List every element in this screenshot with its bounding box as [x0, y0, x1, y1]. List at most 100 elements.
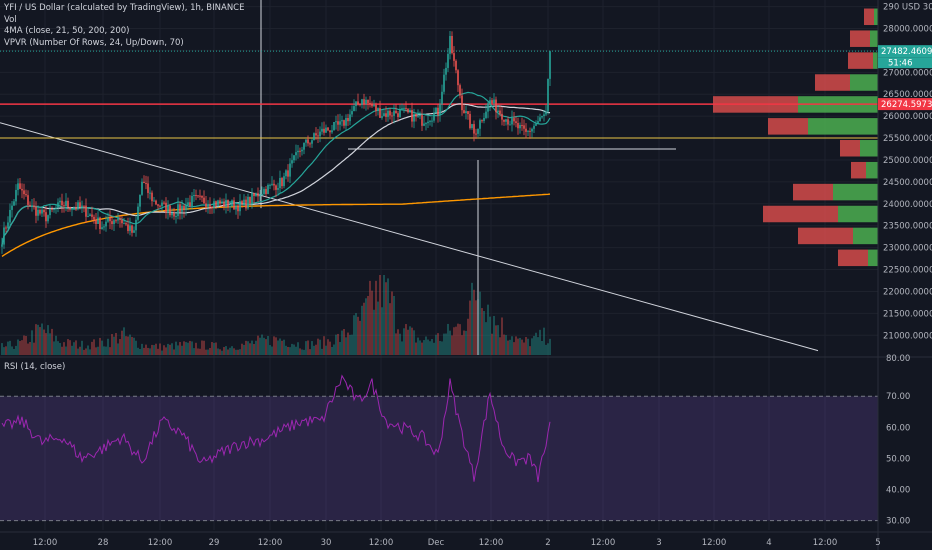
candle-body-89 [179, 204, 181, 212]
candle-body-82 [165, 202, 167, 213]
candle-body-271 [543, 114, 545, 117]
candle-body-239 [479, 120, 481, 129]
candle-body-199 [399, 108, 401, 118]
volume-bar-192 [385, 282, 387, 355]
volume-bar-94 [189, 340, 191, 355]
volume-bar-228 [457, 323, 459, 355]
rsi-tick-0: 70.00 [886, 392, 910, 402]
volume-bar-45 [91, 341, 93, 355]
volume-bar-249 [499, 337, 501, 355]
volume-bar-56 [113, 336, 115, 355]
volume-bar-40 [81, 340, 83, 355]
volume-bar-133 [267, 335, 269, 355]
price-tick-11: 23000.00000 [883, 244, 932, 254]
candle-body-100 [201, 195, 203, 198]
volume-bar-269 [539, 329, 541, 355]
time-tick-15: 5 [875, 538, 880, 548]
candle-body-253 [507, 119, 509, 125]
vpvr-down-3 [815, 74, 850, 91]
candle-body-68 [137, 206, 139, 220]
volume-bar-261 [523, 342, 525, 355]
volume-bar-208 [417, 337, 419, 355]
vpvr-down-7 [851, 161, 866, 179]
candle-body-52 [105, 221, 107, 227]
candle-body-37 [75, 207, 77, 210]
symbol-title[interactable]: YFI / US Dollar (calculated by TradingVi… [4, 3, 245, 13]
volume-bar-24 [49, 333, 51, 355]
candle-body-60 [121, 220, 123, 224]
vpvr-up-9 [838, 205, 878, 223]
vpvr-legend[interactable]: VPVR (Number Of Rows, 24, Up/Down, 70) [4, 37, 184, 48]
volume-bar-0 [1, 343, 3, 355]
volume-bar-93 [187, 342, 189, 355]
candle-body-77 [155, 200, 157, 205]
candle-body-85 [171, 212, 173, 216]
volume-bar-175 [351, 334, 353, 355]
volume-bar-59 [119, 339, 121, 355]
candle-body-63 [127, 224, 129, 231]
volume-bar-176 [353, 315, 355, 355]
candle-body-197 [395, 110, 397, 114]
volume-bar-216 [433, 342, 435, 355]
vpvr-up-8 [833, 183, 878, 201]
candle-body-175 [351, 111, 353, 115]
candle-body-217 [435, 107, 437, 113]
volume-bar-44 [89, 349, 91, 355]
volume-bar-177 [355, 313, 357, 355]
candle-body-181 [363, 99, 365, 104]
volume-bar-186 [373, 309, 375, 355]
volume-bar-163 [327, 339, 329, 355]
volume-bar-101 [203, 340, 205, 355]
candle-body-173 [347, 117, 349, 122]
candle-body-257 [515, 121, 517, 123]
candle-body-195 [391, 115, 393, 117]
resistance-badge [878, 98, 932, 111]
vpvr-down-2 [848, 52, 873, 69]
time-tick-13: 4 [766, 538, 771, 548]
candle-body-118 [237, 205, 239, 212]
volume-bar-171 [343, 328, 345, 355]
volume-bar-167 [335, 334, 337, 355]
volume-bar-34 [69, 340, 71, 355]
candle-body-228 [457, 70, 459, 86]
volume-bar-254 [509, 339, 511, 355]
candle-body-203 [407, 108, 409, 113]
volume-bar-123 [247, 341, 249, 355]
candle-body-112 [225, 199, 227, 208]
volume-bar-135 [271, 346, 273, 355]
volume-bar-203 [407, 329, 409, 355]
candle-body-178 [357, 101, 359, 105]
volume-bar-91 [183, 341, 185, 355]
volume-bar-256 [513, 342, 515, 355]
candle-body-274 [549, 51, 551, 79]
volume-legend[interactable]: Vol [4, 14, 17, 25]
candle-body-39 [79, 202, 81, 208]
candle-body-140 [281, 177, 283, 187]
candle-body-59 [119, 218, 121, 221]
rsi-band [0, 396, 878, 521]
volume-bar-35 [71, 345, 73, 355]
volume-bar-252 [505, 335, 507, 355]
volume-bar-236 [473, 289, 475, 355]
candle-body-29 [59, 200, 61, 203]
candle-body-204 [409, 110, 411, 113]
candle-body-43 [87, 216, 89, 218]
volume-bar-201 [403, 328, 405, 355]
candle-body-62 [125, 223, 127, 225]
candle-body-117 [235, 205, 237, 210]
ma-legend[interactable]: 4MA (close, 21, 50, 200, 200) [4, 26, 130, 36]
volume-bar-132 [265, 339, 267, 355]
candle-body-87 [175, 216, 177, 218]
volume-bar-63 [127, 336, 129, 355]
volume-bar-111 [223, 347, 225, 355]
candle-body-216 [433, 112, 435, 121]
volume-bar-137 [275, 337, 277, 355]
candle-body-97 [195, 195, 197, 197]
volume-bar-191 [383, 275, 385, 355]
candle-body-119 [239, 201, 241, 212]
volume-bar-248 [497, 325, 499, 355]
rsi-legend[interactable]: RSI (14, close) [4, 362, 66, 372]
volume-bar-37 [75, 340, 77, 355]
candle-body-136 [273, 183, 275, 186]
